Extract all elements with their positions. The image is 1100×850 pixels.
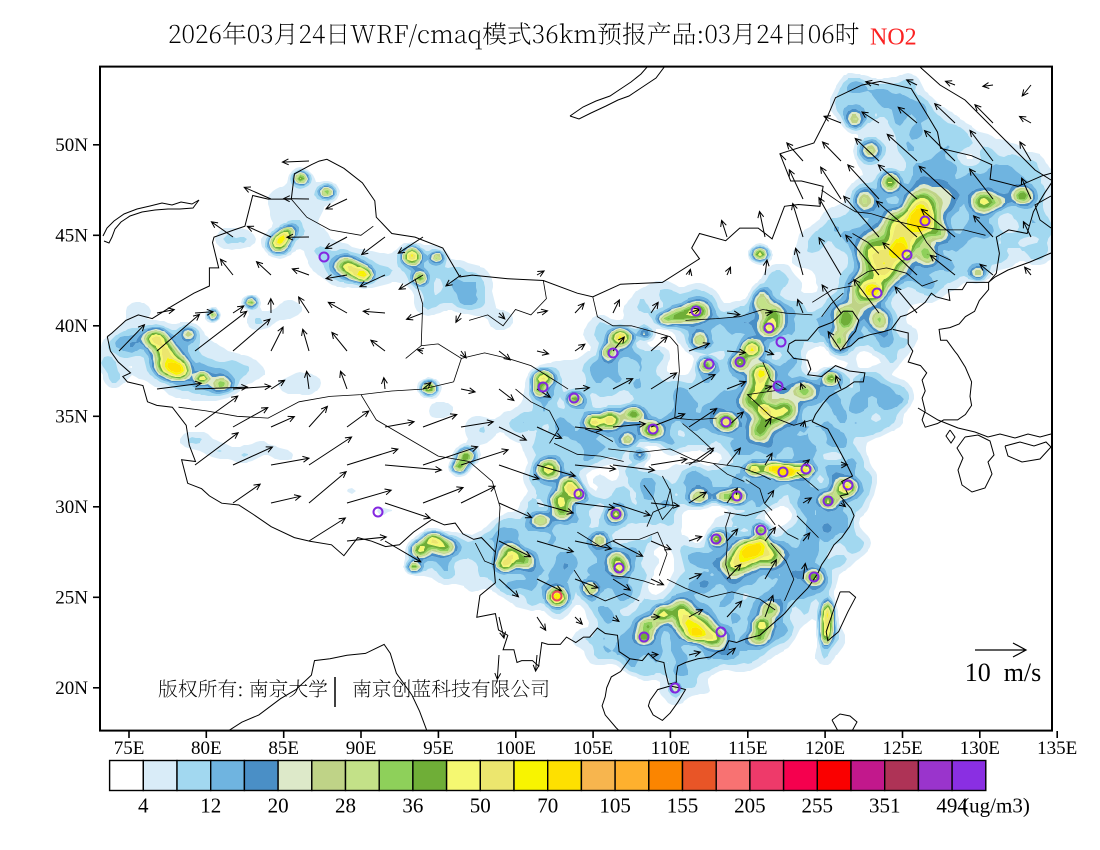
svg-text:NO2: NO2 [870, 25, 917, 51]
svg-text:35N: 35N [55, 406, 88, 427]
svg-text:50N: 50N [55, 135, 88, 156]
svg-text:115E: 115E [728, 738, 767, 759]
svg-text:95E: 95E [423, 738, 454, 759]
svg-text:110E: 110E [651, 738, 690, 759]
svg-text:255: 255 [802, 794, 834, 818]
svg-text:20: 20 [268, 794, 289, 818]
svg-text:85E: 85E [268, 738, 299, 759]
svg-text:(ug/m3): (ug/m3) [962, 794, 1030, 818]
svg-text:30N: 30N [55, 497, 88, 518]
svg-text:120E: 120E [805, 738, 845, 759]
svg-text:70: 70 [537, 794, 558, 818]
svg-text:25N: 25N [55, 587, 88, 608]
svg-text:4: 4 [138, 794, 149, 818]
svg-text:40N: 40N [55, 316, 88, 337]
svg-text:28: 28 [335, 794, 356, 818]
svg-text:205: 205 [734, 794, 766, 818]
svg-text:12: 12 [200, 794, 221, 818]
svg-text:50: 50 [470, 794, 491, 818]
svg-text:155: 155 [667, 794, 699, 818]
svg-text:75E: 75E [114, 738, 145, 759]
svg-text:105: 105 [599, 794, 631, 818]
svg-text:135E: 135E [1037, 738, 1077, 759]
svg-text:10 m/s: 10 m/s [965, 658, 1042, 687]
svg-text:20N: 20N [55, 678, 88, 699]
svg-text:351: 351 [869, 794, 901, 818]
svg-text:494: 494 [936, 794, 968, 818]
svg-text:80E: 80E [191, 738, 222, 759]
svg-text:90E: 90E [346, 738, 377, 759]
svg-text:105E: 105E [573, 738, 613, 759]
svg-text:130E: 130E [960, 738, 1000, 759]
svg-text:125E: 125E [882, 738, 922, 759]
svg-text:45N: 45N [55, 225, 88, 246]
svg-text:36: 36 [402, 794, 423, 818]
svg-text:100E: 100E [496, 738, 536, 759]
